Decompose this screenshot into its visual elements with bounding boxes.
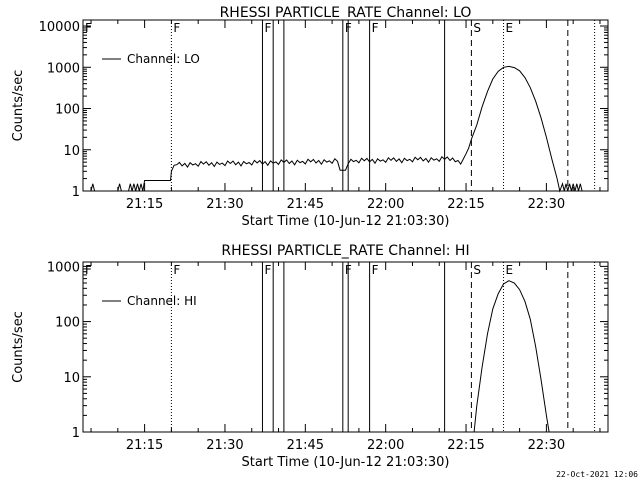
y-tick-label: 1000 (47, 61, 80, 76)
x-tick-label: 21:30 (206, 197, 243, 212)
annotation-label: F (173, 21, 180, 35)
x-tick-label: 22:30 (528, 438, 565, 453)
plot-timestamp: 22-Oct-2021 12:06 (556, 470, 638, 479)
x-tick-label: 22:15 (447, 438, 484, 453)
y-tick-label: 100 (55, 103, 80, 118)
x-tick-label: 21:45 (287, 197, 324, 212)
x-tick-label: 22:15 (447, 197, 484, 212)
annotation-label: F (85, 263, 92, 277)
plot-frame (82, 19, 609, 192)
y-tick-label: 10000 (39, 20, 80, 35)
y-axis-label: Counts/sec (11, 311, 26, 383)
y-tick-label: 10 (63, 371, 80, 386)
x-tick-label: 22:00 (367, 438, 404, 453)
legend-entry: Channel: LO (127, 52, 200, 66)
annotation-label: E (506, 263, 514, 277)
y-tick-label: 100 (55, 316, 80, 331)
x-axis-label: Start Time (10-Jun-12 21:03:30) (242, 455, 450, 470)
x-tick-label: 22:30 (528, 197, 565, 212)
x-tick-label: 21:45 (287, 438, 324, 453)
annotation-label: F (173, 263, 180, 277)
chart-panel-1: RHESSI PARTICLE_RATE Channel: LO 21:15 21:… (11, 5, 609, 229)
chart-title: RHESSI PARTICLE_RATE Channel: LO (220, 5, 472, 21)
annotation-label: F (264, 263, 271, 277)
x-tick-label: 21:15 (126, 438, 163, 453)
series-line-1 (473, 280, 550, 433)
annotation-label: F (372, 263, 379, 277)
x-tick-label: 21:30 (206, 438, 243, 453)
y-tick-label: 1000 (47, 260, 80, 275)
y-axis-label: Counts/sec (11, 70, 26, 142)
annotation-label: F (264, 21, 271, 35)
annotation-label: F (372, 21, 379, 35)
x-axis-label: Start Time (10-Jun-12 21:03:30) (242, 214, 450, 229)
x-tick-label: 21:15 (126, 197, 163, 212)
chart-panel-2: RHESSI PARTICLE_RATE Channel: HI 21:15 21:… (11, 243, 609, 470)
chart-title: RHESSI PARTICLE_RATE Channel: HI (221, 243, 469, 259)
annotation-label: S (473, 21, 481, 35)
series-line-1 (83, 65, 584, 193)
legend-entry: Channel: HI (127, 294, 197, 308)
y-tick-label: 10 (63, 144, 80, 159)
plot-frame (82, 261, 609, 433)
annotation-label: F (85, 21, 92, 35)
annotation-label: S (473, 263, 481, 277)
annotation-label: E (506, 21, 514, 35)
y-tick-label: 1 (72, 185, 80, 200)
x-tick-label: 22:00 (367, 197, 404, 212)
y-tick-label: 1 (72, 426, 80, 441)
